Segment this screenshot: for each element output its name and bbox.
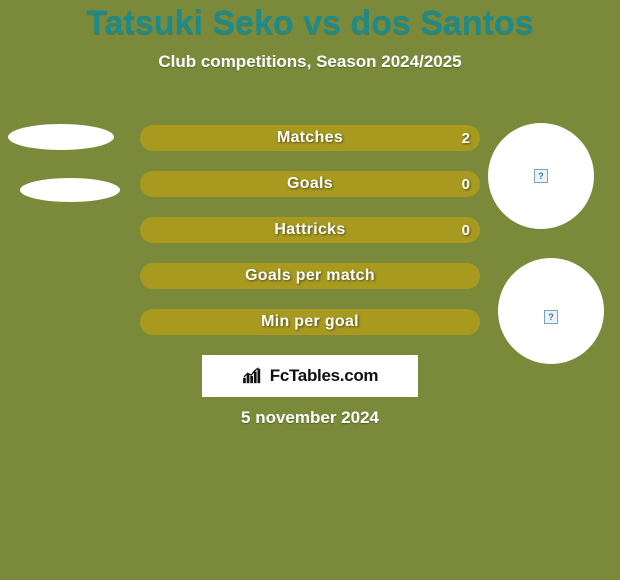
date: 5 november 2024 (0, 408, 620, 428)
stat-row: Goals per match (140, 263, 480, 289)
stat-row: Hattricks 0 (140, 217, 480, 243)
stat-value-right: 0 (462, 217, 470, 243)
stat-label: Hattricks (274, 221, 345, 239)
left-ellipse (8, 124, 114, 150)
subtitle: Club competitions, Season 2024/2025 (0, 52, 620, 72)
left-ellipse (20, 178, 120, 202)
stat-row: Matches 2 (140, 125, 480, 151)
stat-label: Matches (277, 129, 343, 147)
bars-icon (242, 367, 264, 385)
page-title: Tatsuki Seko vs dos Santos (0, 0, 620, 42)
team-badge (488, 123, 594, 229)
stat-label: Min per goal (261, 313, 359, 331)
team-badge (498, 258, 604, 364)
stat-value-right: 0 (462, 171, 470, 197)
stat-value-right: 2 (462, 125, 470, 151)
attribution-text: FcTables.com (270, 366, 379, 386)
stats-container: Matches 2 Goals 0 Hattricks 0 Goals per … (140, 125, 480, 355)
stat-row: Goals 0 (140, 171, 480, 197)
stat-label: Goals per match (245, 267, 375, 285)
infographic: Tatsuki Seko vs dos Santos Club competit… (0, 0, 620, 580)
image-placeholder-icon (544, 310, 558, 324)
stat-row: Min per goal (140, 309, 480, 335)
image-placeholder-icon (534, 169, 548, 183)
stat-label: Goals (287, 175, 333, 193)
attribution: FcTables.com (202, 355, 418, 397)
